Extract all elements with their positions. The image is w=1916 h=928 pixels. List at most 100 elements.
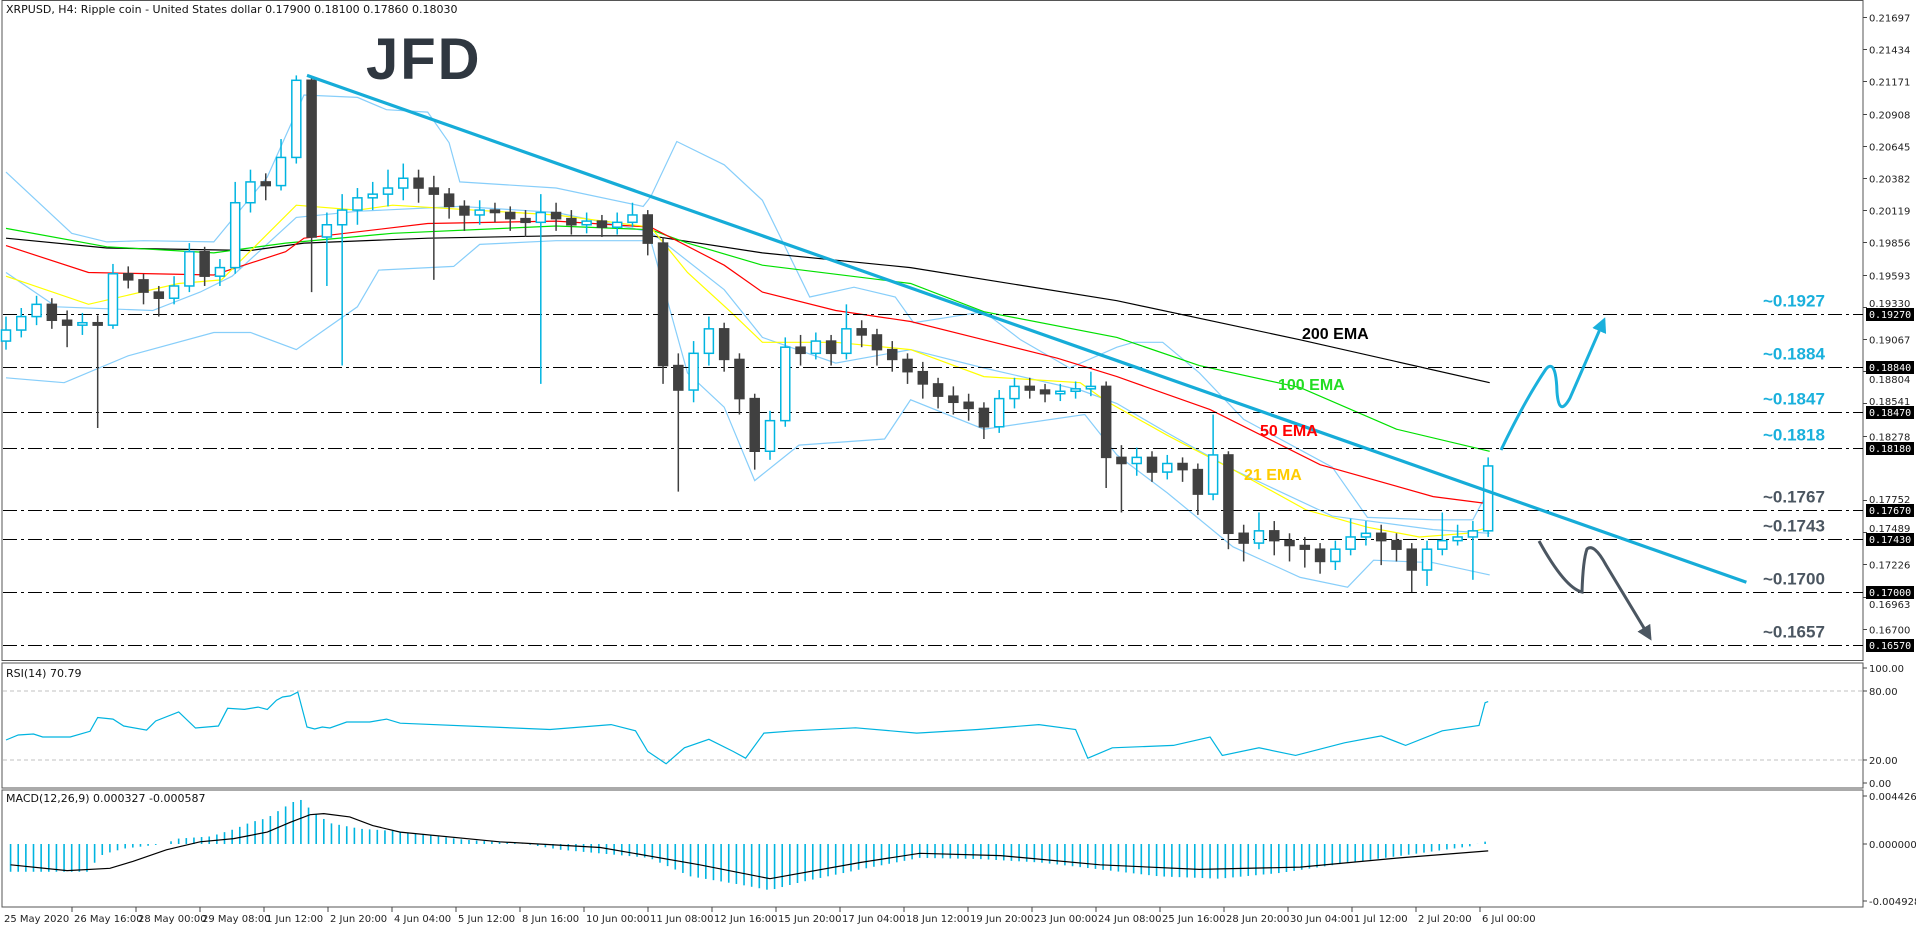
candle-body	[810, 340, 822, 355]
candle-body	[718, 328, 730, 361]
candle-body	[382, 187, 394, 195]
jfd-logo: JFD	[366, 27, 482, 92]
bearish-candle	[1116, 445, 1127, 513]
macd-indicator: 0.004426 0.000000 -0.004928	[9, 792, 1916, 908]
candle-body	[306, 79, 317, 238]
bullish-candle	[214, 259, 226, 286]
bearish-candle	[734, 353, 745, 415]
price-axis[interactable]: 0.21697 0.21434 0.21171 0.20908 0.20645 0.203…	[1863, 14, 1910, 637]
date-tick-label: 10 Jun 00:00	[586, 914, 650, 925]
bullish-candle	[474, 200, 485, 225]
bearish-candle	[1177, 457, 1188, 482]
candle-body	[841, 328, 852, 355]
candle-body	[398, 177, 409, 189]
date-tick-label: 26 May 16:00	[74, 914, 143, 925]
price-tick-label: 0.16963	[1869, 600, 1910, 611]
level-box-bg	[1866, 639, 1914, 652]
level-price-box: 0.17670	[1866, 504, 1914, 517]
candle-body	[61, 319, 73, 326]
candle-body	[1024, 385, 1036, 391]
bearish-candle	[520, 210, 531, 238]
level-label: ~0.1927	[1763, 292, 1825, 311]
candle-body	[1268, 530, 1280, 542]
date-tick-label: 28 Jun 20:00	[1226, 914, 1290, 925]
level-price-box: 0.18470	[1866, 406, 1914, 419]
candle-body	[703, 328, 715, 355]
candle-body	[1131, 456, 1142, 465]
price-tick-label: 0.20119	[1869, 207, 1910, 218]
candle-body	[566, 217, 577, 226]
macd-panel-frame	[1, 789, 1864, 908]
candle-body	[229, 201, 241, 269]
candle-body	[459, 205, 470, 216]
candle-body	[734, 358, 745, 400]
candle-body	[611, 221, 623, 228]
candle-body	[535, 211, 547, 224]
bollinger-bands	[5, 94, 1491, 588]
horizontal-levels: ~0.1927 ~0.1884 ~0.1847 ~0.1818 ~0.1767 ~0.17…	[3, 292, 1863, 646]
bullish-candle	[810, 332, 822, 360]
level-box-text: 0.17670	[1869, 506, 1911, 517]
candle-body	[153, 291, 165, 299]
bearish-candle	[550, 202, 562, 231]
candle-body	[168, 285, 180, 299]
100-ema-line	[5, 225, 1490, 452]
bearish-candle	[413, 169, 424, 203]
bearish-candle	[1375, 524, 1387, 566]
candle-body	[1284, 539, 1295, 547]
bullish-candle	[367, 181, 378, 211]
candle-body	[1070, 388, 1081, 393]
date-tick-label: 17 Jun 04:00	[842, 914, 906, 925]
bearish-candle	[1039, 383, 1051, 403]
bearish-candle	[871, 328, 883, 366]
date-tick-label: 6 Jul 00:00	[1482, 914, 1536, 925]
bullish-candle	[1467, 521, 1479, 580]
price-tick-label: 0.19330	[1869, 299, 1910, 310]
downtrend-line[interactable]	[306, 73, 1747, 584]
bearish-candle	[504, 206, 516, 231]
bearish-candle	[199, 246, 210, 286]
ema50-label: 50 EMA	[1260, 423, 1318, 440]
bullish-candle	[1437, 512, 1448, 556]
macd-tick-label: 0.000000	[1869, 840, 1916, 851]
bullish-candle	[581, 212, 592, 234]
bullish-candle	[184, 243, 195, 293]
bearish-candle	[825, 334, 837, 366]
candle-body	[214, 266, 226, 277]
candle-body	[1314, 548, 1326, 563]
bearish-candle	[932, 377, 944, 409]
rsi-panel-frame	[1, 662, 1864, 789]
date-tick-label: 2 Jun 20:00	[330, 914, 387, 925]
level-box-text: 0.17430	[1869, 535, 1911, 546]
bullish-candle	[535, 194, 547, 384]
bullish-candle	[336, 194, 348, 366]
level-box-bg	[1866, 586, 1914, 599]
candle-body	[443, 193, 455, 208]
candle-body	[780, 346, 791, 422]
price-tick-label: 0.17489	[1869, 524, 1910, 535]
bullish-candle	[1055, 383, 1066, 402]
logo-text: JFD	[366, 27, 482, 92]
rsi-tick-label: 80.00	[1869, 687, 1898, 698]
bearish-candle	[428, 175, 440, 280]
date-tick-label: 30 Jun 04:00	[1290, 914, 1354, 925]
candle-body	[291, 79, 302, 159]
level-label: ~0.1847	[1763, 390, 1825, 409]
candle-body	[1162, 462, 1173, 473]
date-tick-label: 28 May 00:00	[138, 914, 207, 925]
candle-body	[1391, 539, 1402, 550]
level-price-box: 0.16570	[1866, 639, 1914, 652]
bearish-candle	[443, 188, 455, 219]
date-tick-label: 18 Jun 12:00	[906, 914, 970, 925]
candle-body	[122, 272, 134, 281]
date-tick-label: 23 Jun 00:00	[1034, 914, 1098, 925]
scenario-arrows	[1499, 317, 1652, 641]
bearish-candle	[459, 200, 470, 231]
candle-body	[0, 329, 12, 342]
candle-body	[367, 193, 378, 199]
bands-upper-line	[5, 94, 1491, 521]
bearish-arrow-icon	[1537, 540, 1652, 641]
bullish-candle	[1482, 457, 1494, 537]
